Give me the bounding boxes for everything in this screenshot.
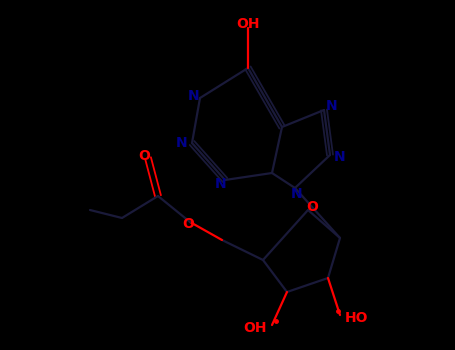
Text: N: N bbox=[291, 187, 303, 201]
Text: N: N bbox=[215, 177, 227, 191]
Text: N: N bbox=[188, 89, 200, 103]
Text: N: N bbox=[334, 150, 346, 164]
Text: N: N bbox=[176, 136, 188, 150]
Text: OH: OH bbox=[236, 17, 260, 31]
Text: O: O bbox=[182, 217, 194, 231]
Text: OH: OH bbox=[243, 321, 267, 335]
Text: O: O bbox=[138, 149, 150, 163]
Text: N: N bbox=[326, 99, 338, 113]
Text: HO: HO bbox=[345, 311, 369, 325]
Text: O: O bbox=[306, 200, 318, 214]
